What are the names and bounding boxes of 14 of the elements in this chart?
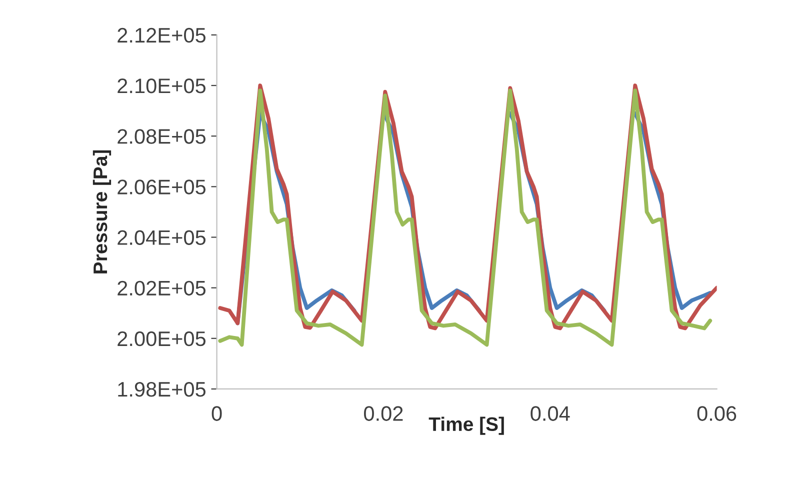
y-tick-label: 2.12E+05 [118,28,206,43]
x-tick-label: 0.06 [697,406,736,421]
y-tick-label: 1.98E+05 [118,382,206,397]
y-tick-label: 2.06E+05 [118,180,206,194]
x-tick-label: 0.02 [364,406,403,421]
y-tick-label: 2.02E+05 [118,280,206,296]
x-tick-label: 0 [212,406,222,421]
y-tick-label: 2.00E+05 [118,331,206,346]
y-tick-label: 2.08E+05 [118,129,206,144]
y-tick-label: 2.10E+05 [118,78,206,94]
x-tick-label: 0.04 [530,406,570,421]
y-axis-title: Pressure [Pa] [92,150,112,274]
y-tick-label: 2.04E+05 [118,230,206,245]
x-axis-title: Time [S] [428,416,504,435]
